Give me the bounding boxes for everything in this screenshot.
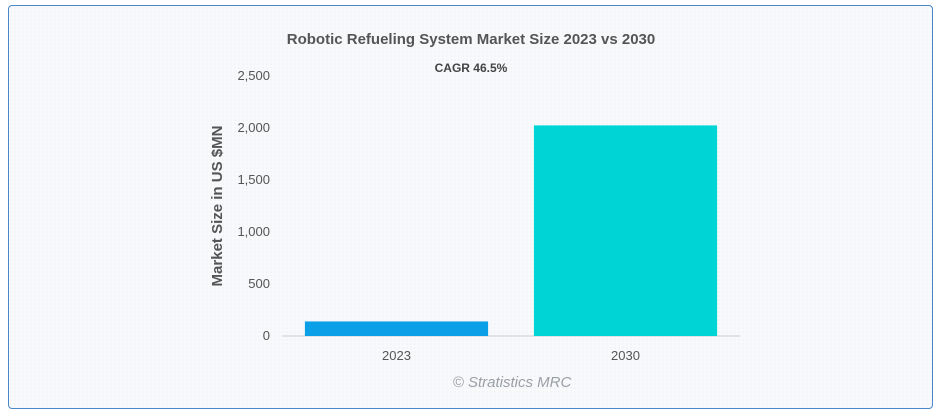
y-tick-label: 1,500 <box>237 172 270 187</box>
watermark-text: © Stratistics MRC <box>453 374 572 391</box>
chart-frame <box>8 5 933 409</box>
y-axis-ticks: 0 500 1,000 1,500 2,000 2,500 <box>237 68 270 343</box>
x-axis-ticks: 2023 2030 <box>382 348 640 363</box>
bar-2030[interactable] <box>533 125 718 337</box>
x-tick-label: 2030 <box>611 348 640 363</box>
y-tick-label: 2,500 <box>237 68 270 83</box>
chart-subtitle: CAGR 46.5% <box>435 61 508 75</box>
y-axis-label: Market Size in US $MN <box>209 126 226 287</box>
y-tick-label: 0 <box>263 328 270 343</box>
y-tick-label: 1,000 <box>237 224 270 239</box>
y-tick-label: 2,000 <box>237 120 270 135</box>
y-tick-label: 500 <box>248 276 270 291</box>
bar-2023[interactable] <box>304 321 489 336</box>
chart-title: Robotic Refueling System Market Size 202… <box>287 31 656 48</box>
x-tick-label: 2023 <box>382 348 411 363</box>
bars <box>304 125 718 337</box>
